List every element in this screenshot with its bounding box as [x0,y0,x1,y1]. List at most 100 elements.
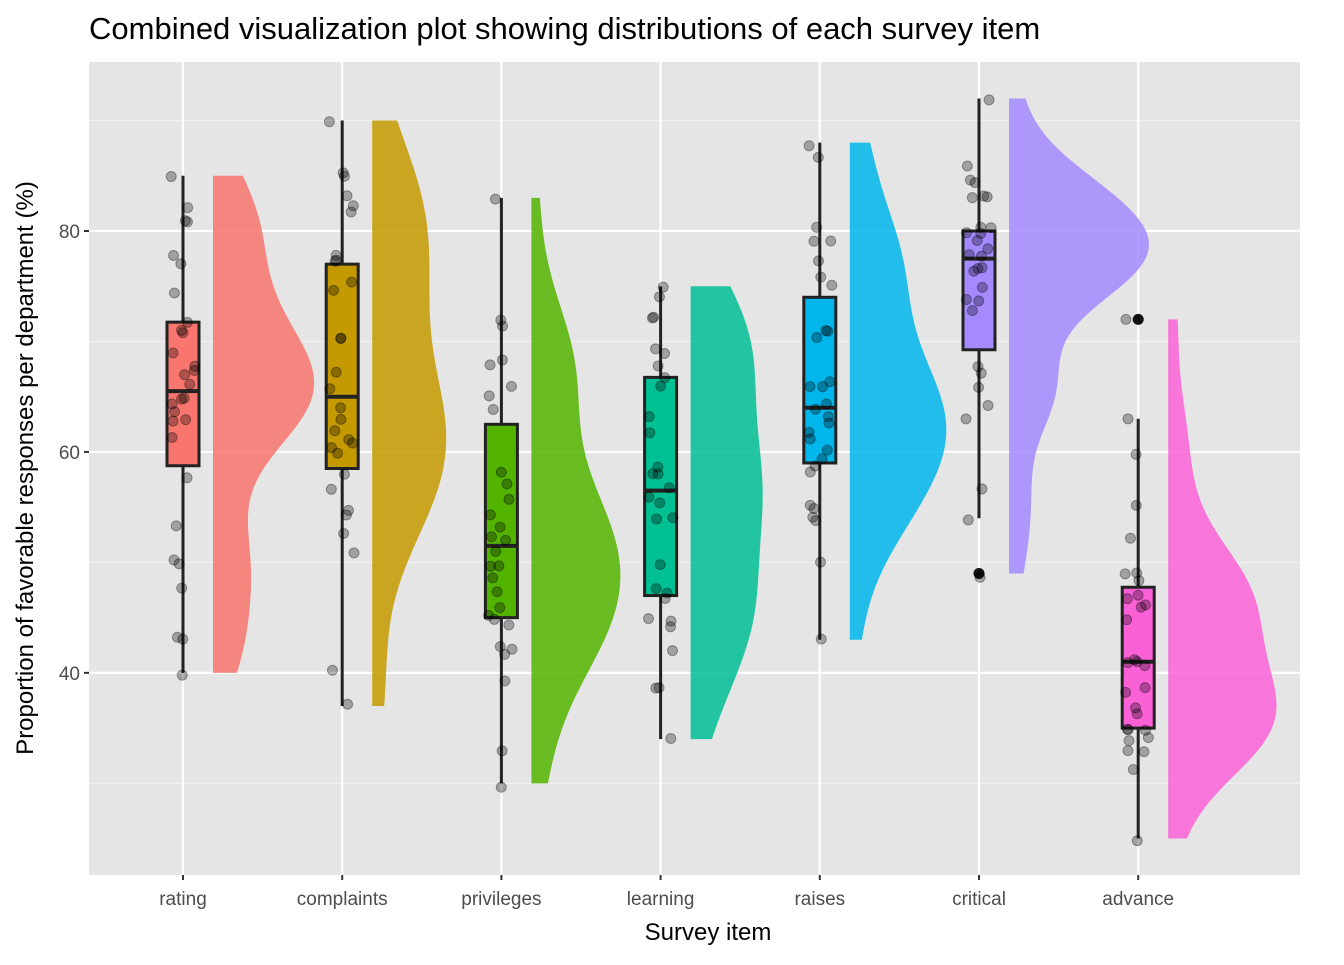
point-complaints [330,249,342,261]
point-advance [1138,746,1150,758]
point-rating [177,633,189,645]
outlier-advance [1132,313,1144,325]
point-privileges [495,781,507,793]
x-axis-title: Survey item [645,919,772,946]
point-learning [654,559,666,571]
y-tick-label: 40 [59,664,80,685]
point-learning [648,311,660,323]
point-privileges [494,521,506,533]
point-raises [804,433,816,445]
point-privileges [488,613,500,625]
point-learning [667,512,679,524]
point-complaints [340,509,352,521]
point-critical [975,221,987,233]
box-privileges [483,422,519,620]
point-critical [964,174,976,186]
point-complaints [325,483,337,495]
point-learning [652,461,664,473]
point-privileges [505,380,517,392]
half-violins [213,98,1277,839]
box-advance [1120,585,1156,730]
point-learning [650,583,662,595]
point-complaints [345,206,357,218]
point-advance [1122,723,1134,735]
point-complaints [346,276,358,288]
x-tick-label: raises [794,889,845,910]
point-critical [983,94,995,106]
point-critical [982,243,994,255]
point-advance [1132,589,1144,601]
point-rating [176,324,188,336]
point-raises [812,255,824,267]
point-complaints [330,366,342,378]
y-tick-label: 60 [59,443,80,464]
data-points [165,94,1154,847]
point-privileges [491,586,503,598]
point-raises [815,633,827,645]
point-rating [169,406,181,418]
point-critical [973,295,985,307]
point-critical [960,294,972,306]
point-raises [822,325,834,337]
point-raises [812,151,824,163]
point-advance [1120,686,1132,698]
point-advance [1139,599,1151,611]
point-advance [1121,614,1133,626]
point-complaints [335,413,347,425]
half-violin-raises [849,142,947,640]
point-raises [807,511,819,523]
point-raises [804,381,816,393]
point-privileges [496,354,508,366]
point-raises [804,466,816,478]
point-learning [643,613,655,625]
point-privileges [483,609,495,621]
point-rating [181,316,193,328]
point-advance [1139,660,1151,672]
point-raises [815,556,827,568]
point-advance [1120,313,1132,325]
point-learning [643,491,655,503]
chart-title: Combined visualization plot showing dist… [89,11,1040,46]
point-rating [176,582,188,594]
x-tick-label: advance [1102,889,1174,910]
point-rating [170,520,182,532]
point-rating [184,378,196,390]
point-privileges [489,193,501,205]
point-raises [820,398,832,410]
point-rating [181,216,193,228]
point-complaints [323,116,335,128]
point-critical [966,305,978,317]
half-violin-complaints [372,120,447,706]
point-privileges [499,648,511,660]
point-complaints [343,434,355,446]
point-rating [176,669,188,681]
point-rating [168,287,180,299]
point-privileges [500,534,512,546]
point-rating [180,414,192,426]
x-tick-label: critical [952,889,1006,910]
point-privileges [494,602,506,614]
point-privileges [486,531,498,543]
point-complaints [348,547,360,559]
point-raises [803,426,815,438]
x-tick-label: complaints [297,889,388,910]
point-raises [822,411,834,423]
point-raises [804,499,816,511]
point-rating [166,398,178,410]
point-critical [974,571,986,583]
point-complaints [337,167,349,179]
point-complaints [341,190,353,202]
point-critical [976,483,988,495]
point-learning [659,592,671,604]
point-learning [659,372,671,384]
half-violin-critical [1009,98,1149,574]
point-learning [652,360,664,372]
point-critical [976,281,988,293]
point-rating [178,392,190,404]
point-raises [816,453,828,465]
point-raises [821,444,833,456]
point-critical [975,228,987,240]
point-rating [179,215,191,227]
point-critical [960,413,972,425]
point-critical [982,400,994,412]
